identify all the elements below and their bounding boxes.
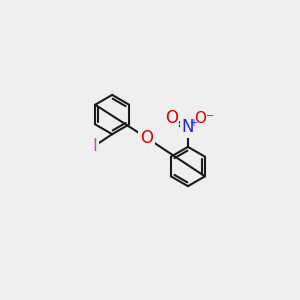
Text: O: O: [140, 129, 153, 147]
Text: +: +: [189, 118, 197, 128]
Text: O⁻: O⁻: [195, 110, 214, 125]
Text: N: N: [182, 118, 194, 136]
Text: I: I: [92, 137, 97, 155]
Text: O: O: [165, 109, 178, 127]
